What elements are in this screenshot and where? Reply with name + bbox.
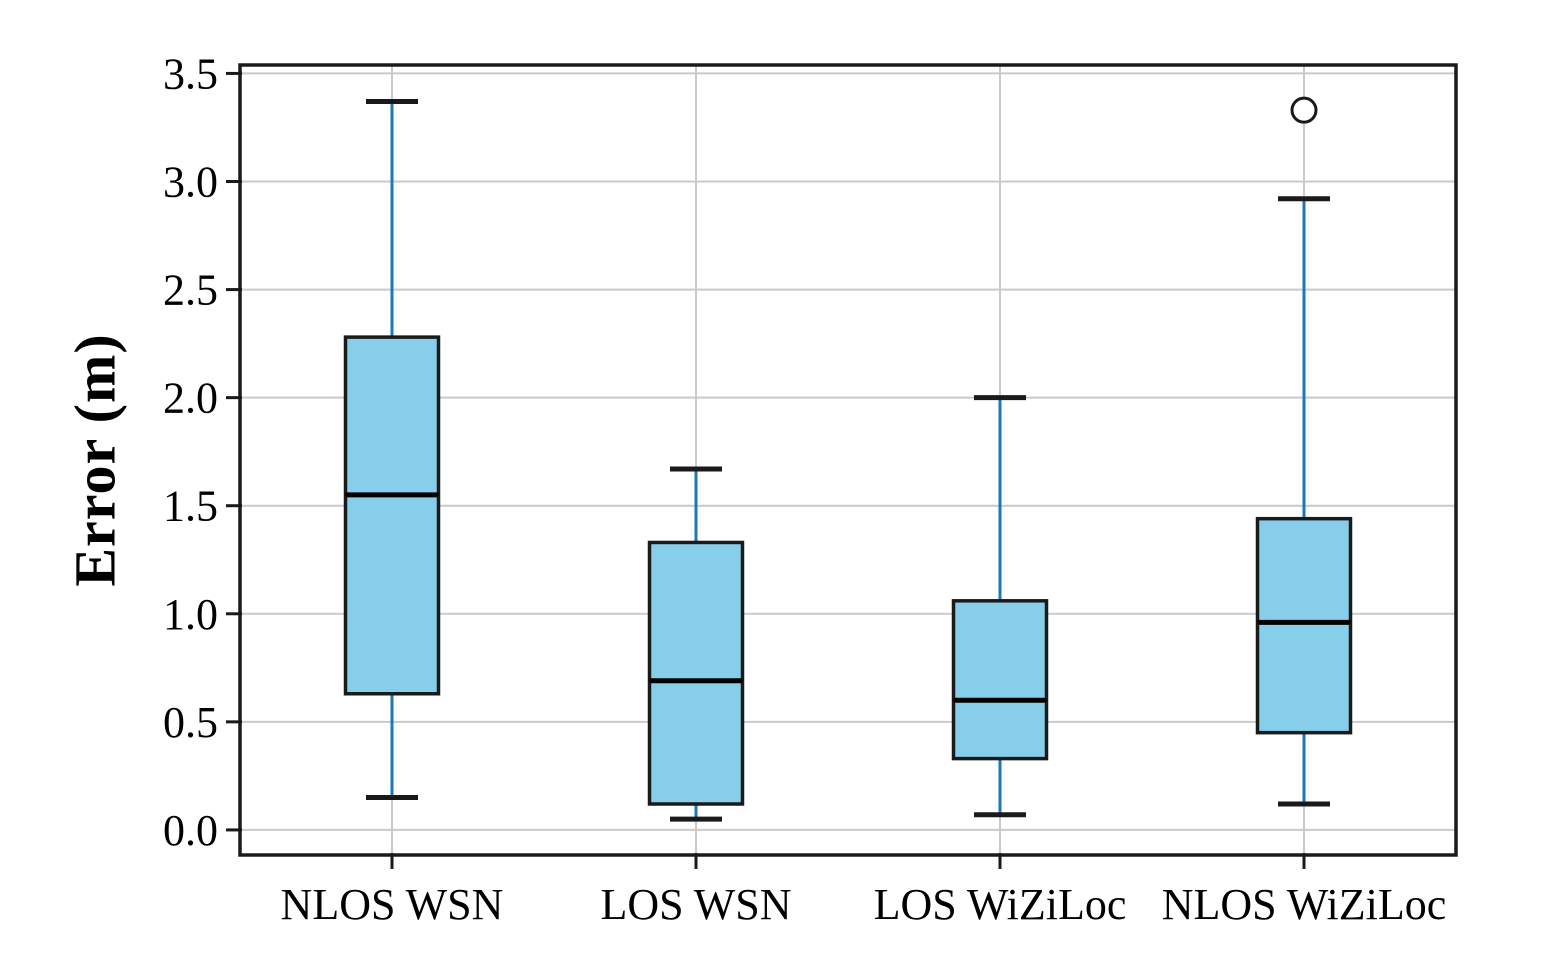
x-tick-label: NLOS WSN (281, 880, 504, 929)
y-tick-label: 1.5 (163, 482, 218, 531)
outlier-marker-nlos-wiziloc (1290, 96, 1318, 124)
x-tick-label: NLOS WiZiLoc (1162, 880, 1447, 929)
box-rect-nlos-wsn (343, 335, 441, 696)
box-rect-los-wsn (647, 540, 745, 806)
y-tick-label: 2.0 (163, 374, 218, 423)
y-tick-label: 0.0 (163, 806, 218, 855)
y-tick-label: 1.0 (163, 590, 218, 639)
y-tick-label: 2.5 (163, 266, 218, 315)
x-tick-label: LOS WSN (600, 880, 791, 929)
x-tick-label: LOS WiZiLoc (874, 880, 1127, 929)
box-rect-los-wiziloc (951, 599, 1049, 761)
box-rect-nlos-wiziloc (1255, 516, 1353, 735)
y-tick-label: 0.5 (163, 698, 218, 747)
plot-frame (238, 63, 1458, 857)
y-tick-label: 3.0 (163, 158, 218, 207)
y-tick-label: 3.5 (163, 49, 218, 98)
